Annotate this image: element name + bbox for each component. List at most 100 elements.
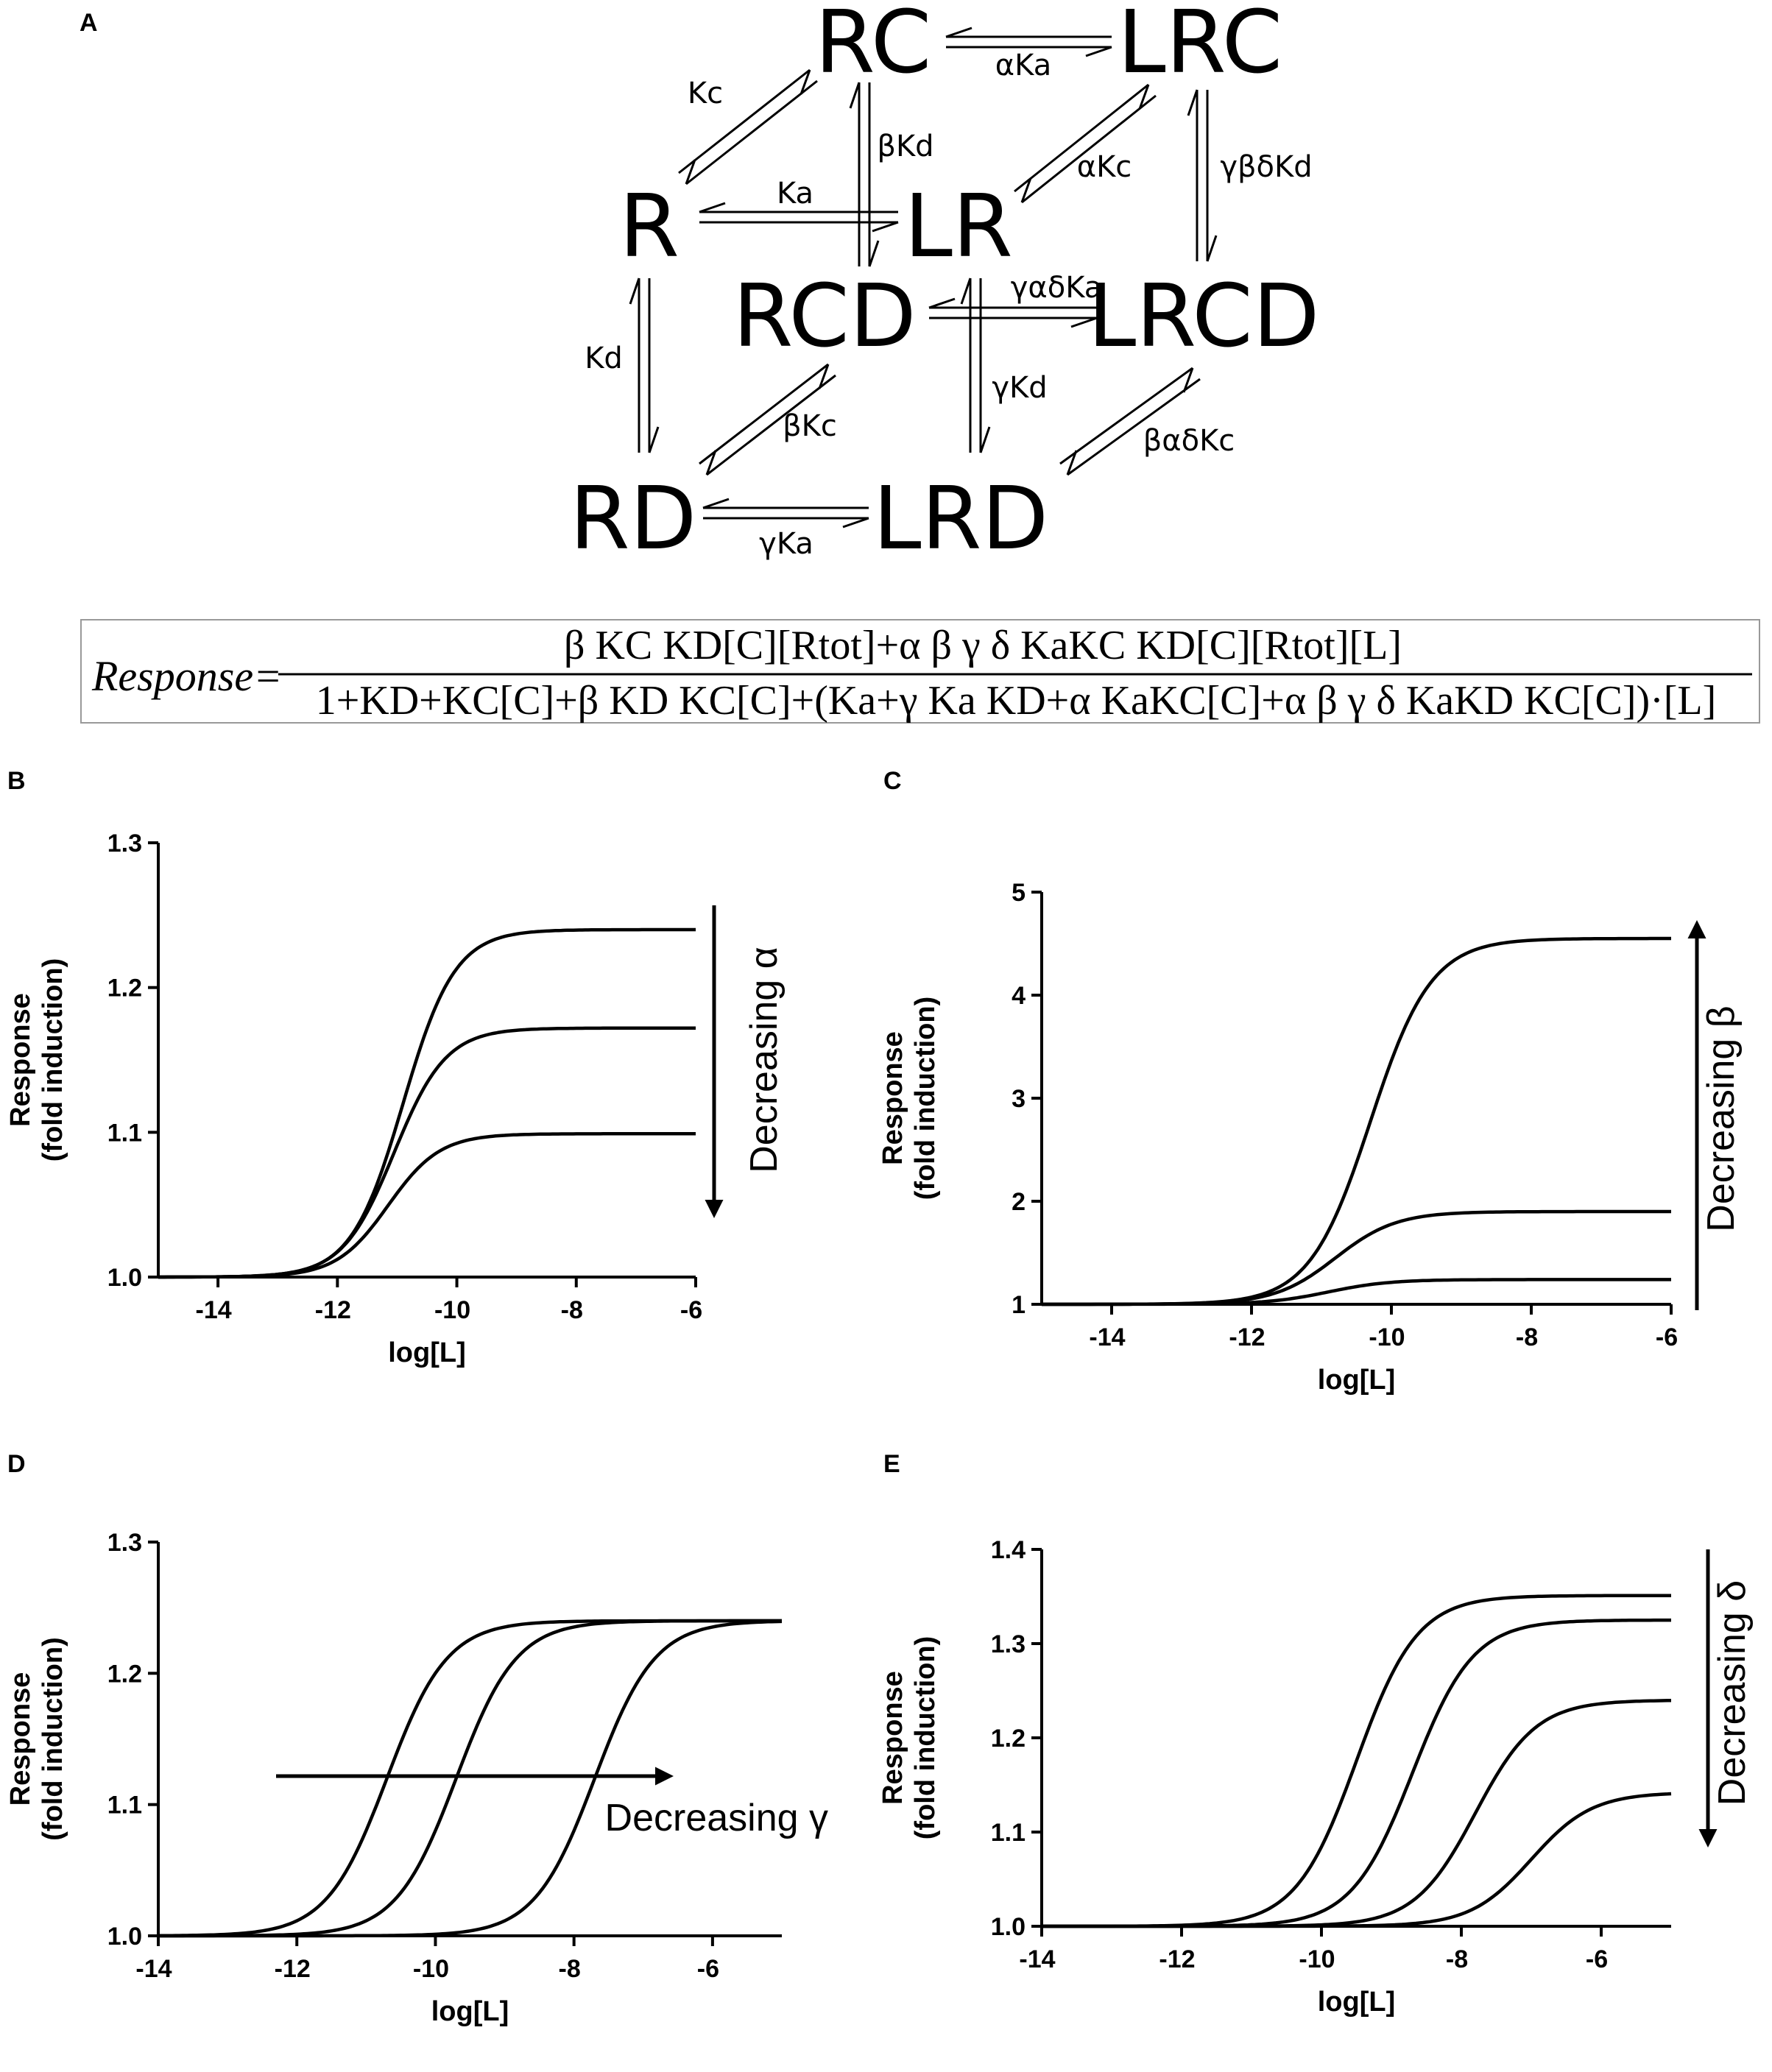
y-tick-label-d: 1.0: [107, 1923, 142, 1951]
x-tick-label-e: -6: [1586, 1945, 1608, 1973]
equilibrium-arrows: [629, 26, 1218, 528]
y-tick-label-e: 1.3: [991, 1630, 1026, 1658]
rate-gamma-kd: γKd: [992, 371, 1047, 405]
x-tick-label-d: -6: [697, 1955, 719, 1983]
x-tick-label-c: -12: [1229, 1323, 1265, 1351]
rate-bad-kc: βαδKc: [1143, 424, 1235, 458]
y-tick-label-d: 1.1: [107, 1792, 142, 1820]
y-tick-label-b: 1.3: [107, 830, 142, 858]
reaction-scheme: RC LRC R LR RCD LRCD RD LRD: [570, 0, 1320, 569]
panel-label-e: E: [883, 1450, 900, 1478]
x-tick-label-d: -14: [135, 1955, 172, 1983]
series-line-e-4: [1042, 1792, 1672, 1928]
y-axis-label-b: Response: [5, 993, 36, 1127]
x-tick-label-c: -6: [1656, 1323, 1678, 1351]
series-line-b-3: [158, 1132, 696, 1279]
x-axis-label-d: log[L]: [431, 1996, 509, 2027]
series-line-e-2: [1042, 1618, 1671, 1928]
x-tick-label-e: -8: [1446, 1945, 1468, 1973]
y-tick-label-e: 1.4: [991, 1536, 1026, 1564]
y-tick-label-e: 1.1: [991, 1819, 1026, 1847]
chart-c: 1 2 3 4 5 -14 -12 -10 -8 -6 log[L] Response (fold in…: [878, 879, 1743, 1396]
rate-beta-kd: βKd: [877, 130, 933, 163]
rate-beta-kc: βKc: [783, 409, 837, 443]
species-lrcd: LRCD: [1087, 265, 1319, 367]
trend-label-b: Decreasing α: [743, 947, 786, 1173]
series-line-e-1: [1042, 1594, 1671, 1928]
y-tick-label-c: 1: [1012, 1291, 1026, 1319]
series-line-e-3: [1042, 1699, 1671, 1928]
y-tick-label-b: 1.0: [107, 1264, 142, 1292]
x-tick-label-d: -10: [413, 1955, 449, 1983]
equation-box: [80, 619, 1760, 724]
species-lr: LR: [904, 175, 1013, 277]
species-rcd: RCD: [733, 265, 916, 367]
series-line-c-3: [1042, 1278, 1671, 1307]
panel-label-a: A: [80, 9, 98, 37]
x-tick-label-e: -14: [1019, 1945, 1055, 1973]
series-line-d-3: [158, 1619, 783, 1938]
y-tick-label-c: 4: [1012, 982, 1026, 1010]
y-tick-label-d: 1.2: [107, 1660, 142, 1688]
x-tick-label-b: -12: [315, 1296, 351, 1324]
series-line-d-2: [158, 1619, 782, 1938]
y-tick-label-e: 1.2: [991, 1725, 1026, 1753]
equation-label: Response=: [91, 652, 282, 700]
trend-label-d: Decreasing γ: [605, 1797, 828, 1839]
trend-label-c: Decreasing β: [1700, 1005, 1743, 1231]
series-line-b-2: [158, 1026, 696, 1279]
chart-d: 1.0 1.1 1.2 1.3 -14 -12 -10 -8 -6 log[L] Response(…: [5, 1529, 828, 2027]
chart-b: 1.0 1.1 1.2 1.3 -14 -12 -10 -8 -6 log[L] Response(…: [5, 830, 786, 1368]
species-lrd: LRD: [873, 467, 1049, 569]
y-tick-label-e: 1.0: [991, 1913, 1026, 1941]
y-axis-label-e: Response: [878, 1671, 908, 1805]
y-axis-sublabel-e: (fold induction): [910, 1636, 941, 1839]
panel-label-d: D: [7, 1450, 26, 1478]
rate-gad-ka: γαδKa: [1011, 271, 1103, 305]
series-line-d-1: [158, 1619, 782, 1938]
series-line-c-2: [1042, 1209, 1671, 1307]
trend-label-e: Decreasing δ: [1711, 1580, 1754, 1806]
y-tick-label-c: 3: [1012, 1085, 1026, 1113]
x-tick-label-d: -8: [559, 1955, 581, 1983]
rate-ka: Ka: [777, 177, 813, 211]
species-lrc: LRC: [1118, 0, 1282, 93]
series-line-b-1: [158, 927, 696, 1279]
x-axis-label-c: log[L]: [1318, 1365, 1396, 1396]
rate-gamma-ka: γKa: [759, 527, 813, 561]
x-tick-label-b: -10: [434, 1296, 470, 1324]
y-tick-label-c: 2: [1012, 1188, 1026, 1216]
y-tick-label-d: 1.3: [107, 1529, 142, 1557]
rate-kc: Kc: [688, 77, 723, 110]
rate-alpha-ka: αKa: [995, 49, 1051, 82]
x-tick-label-e: -10: [1299, 1945, 1335, 1973]
x-tick-label-c: -14: [1089, 1323, 1125, 1351]
rate-alpha-kc: αKc: [1077, 150, 1132, 184]
x-axis-label-e: log[L]: [1318, 1987, 1396, 2018]
y-axis-sublabel-b: (fold induction): [38, 958, 68, 1161]
x-tick-label-c: -10: [1369, 1323, 1405, 1351]
y-axis-sublabel-d: (fold induction): [38, 1637, 68, 1840]
y-tick-label-b: 1.2: [107, 975, 142, 1003]
rate-kd: Kd: [585, 342, 623, 375]
x-tick-label-d: -12: [275, 1955, 311, 1983]
species-rc: RC: [815, 0, 932, 93]
y-axis-label-d: Response: [5, 1672, 36, 1806]
equation-denominator: 1+KD+KC[C]+β KD KC[C]+(Ka+γ Ka KD+α KaKC…: [316, 678, 1717, 724]
response-equation: Response= β KC KD[C][Rtot]+α β γ δ KaKC …: [80, 619, 1760, 724]
y-tick-label-b: 1.1: [107, 1119, 142, 1147]
y-tick-label-c: 5: [1012, 879, 1026, 907]
x-tick-label-b: -6: [680, 1296, 702, 1324]
rate-gbd-kd: γβδKd: [1220, 150, 1312, 184]
y-axis-sublabel-c: (fold induction): [910, 997, 941, 1200]
x-tick-label-b: -14: [196, 1296, 232, 1324]
x-tick-label-c: -8: [1516, 1323, 1538, 1351]
chart-e: 1.0 1.1 1.2 1.3 1.4 -14 -12 -10 -8 -6 log[L] Respon…: [878, 1536, 1754, 2018]
equation-numerator: β KC KD[C][Rtot]+α β γ δ KaKC KD[C][Rtot…: [564, 623, 1402, 668]
x-tick-label-b: -8: [561, 1296, 583, 1324]
x-tick-label-e: -12: [1159, 1945, 1195, 1973]
panel-label-c: C: [883, 767, 902, 795]
species-r: R: [619, 175, 679, 277]
panel-label-b: B: [7, 767, 26, 795]
